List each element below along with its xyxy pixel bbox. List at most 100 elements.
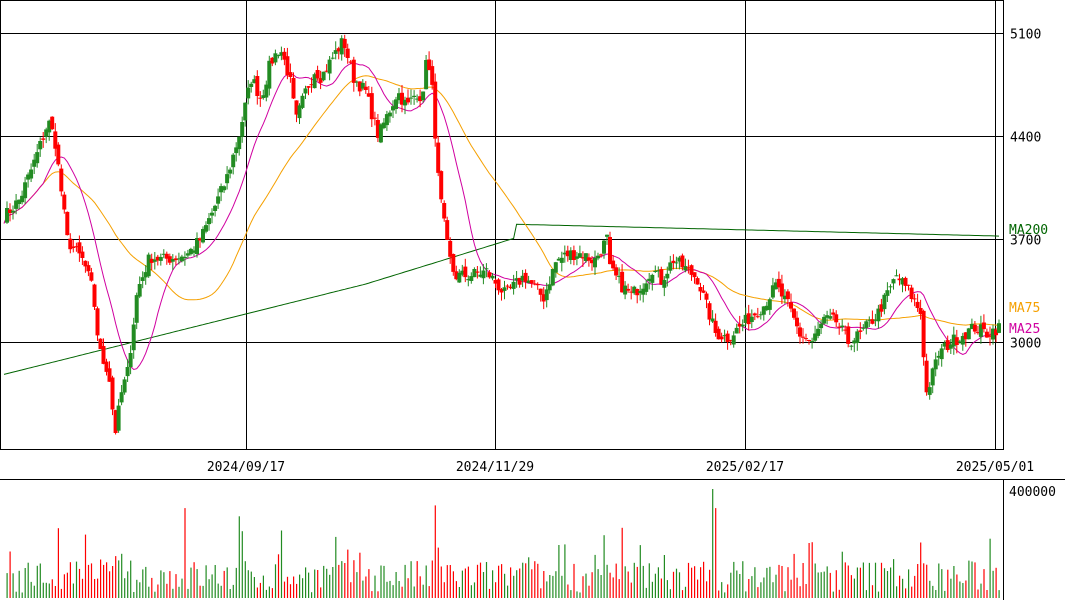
candle-body (32, 159, 37, 167)
volume-bar (142, 569, 144, 598)
volume-bar (133, 592, 135, 598)
volume-bar (196, 569, 198, 598)
volume-bar (21, 592, 23, 598)
candle-body (900, 278, 905, 285)
volume-tick-label: 400000 (1009, 485, 1056, 500)
volume-bar (265, 589, 267, 598)
volume-bar (968, 560, 970, 598)
volume-bar (437, 547, 439, 598)
volume-bar (335, 536, 337, 598)
volume-bar (33, 585, 35, 598)
candle-body (882, 294, 887, 310)
candle-body (701, 290, 706, 293)
candle-body (991, 328, 995, 340)
volume-bar (220, 585, 222, 598)
volume-bar (78, 568, 81, 598)
candle-body (339, 38, 344, 55)
candle-body (219, 186, 224, 193)
volume-bar (109, 571, 111, 598)
candle-body (556, 258, 561, 261)
volume-bar (570, 590, 572, 598)
candle-body (62, 194, 67, 210)
candle-body (128, 353, 133, 367)
candle-body (873, 319, 878, 321)
candle-body (647, 278, 652, 281)
candle-body (47, 120, 52, 133)
candle-body (252, 79, 257, 84)
volume-bar (871, 585, 874, 598)
price-panel-frame (0, 0, 1004, 450)
volume-bar (666, 580, 668, 598)
volume-bar (920, 542, 922, 598)
candle-body (29, 169, 34, 179)
volume-bar (926, 564, 928, 598)
candle-body (342, 38, 347, 49)
volume-bar (63, 574, 65, 598)
candle-body (228, 169, 233, 174)
candle-body (418, 96, 423, 102)
volume-bar (636, 566, 638, 598)
candle-body (737, 323, 742, 327)
volume-bar (262, 575, 264, 598)
candle-body (632, 286, 637, 294)
volume-bar (148, 586, 150, 598)
volume-bar (567, 584, 569, 598)
volume-bar (371, 591, 373, 598)
volume-bar (874, 562, 877, 598)
volume-bar (612, 577, 614, 598)
candle-body (988, 335, 992, 337)
volume-bar (537, 563, 539, 598)
volume-bar (124, 578, 126, 598)
volume-bar (543, 571, 545, 598)
candle-body (614, 267, 619, 276)
volume-bar (479, 562, 482, 598)
volume-bar (413, 586, 415, 598)
volume-bar (208, 579, 210, 598)
candle-body (876, 308, 881, 322)
volume-bar (700, 567, 702, 598)
ma200-polyline (3, 223, 1000, 375)
volume-bar (299, 574, 301, 598)
candle-body (945, 340, 950, 350)
candle-body (158, 257, 163, 261)
candle-body (475, 271, 480, 273)
volume-bar (57, 528, 59, 598)
volume-bar (814, 563, 816, 598)
candle-body (831, 312, 836, 315)
volume-bar (606, 564, 608, 598)
candle-body (240, 122, 245, 137)
candle-body (571, 250, 576, 260)
candle-body (888, 286, 893, 288)
volume-bar (651, 581, 653, 598)
candle-body (553, 262, 558, 273)
volume-bar (48, 583, 50, 598)
candle-body (92, 284, 97, 307)
candle-body (641, 288, 646, 295)
volume-bar (241, 531, 243, 598)
volume-bar (404, 564, 406, 598)
volume-bar (151, 577, 153, 598)
volume-bar (802, 563, 804, 598)
candle-body (5, 208, 9, 223)
candle-body (849, 345, 854, 347)
candle-body (635, 289, 640, 296)
candle-body (544, 289, 549, 301)
candle-body (707, 303, 712, 320)
candle-body (65, 211, 70, 236)
candle-body (523, 272, 528, 282)
volume-bar (883, 568, 886, 598)
candle-body (520, 275, 525, 281)
candle-body (409, 97, 413, 99)
candle-body (846, 326, 851, 344)
volume-bar (127, 571, 129, 598)
volume-bar (790, 579, 792, 598)
candle-body (620, 271, 625, 293)
candle-body (406, 97, 410, 103)
candle-body (782, 295, 787, 300)
candle-body (746, 313, 751, 325)
volume-bar (877, 591, 880, 598)
volume-bar (320, 587, 322, 598)
volume-bar (94, 579, 96, 598)
volume-bar (274, 564, 277, 598)
